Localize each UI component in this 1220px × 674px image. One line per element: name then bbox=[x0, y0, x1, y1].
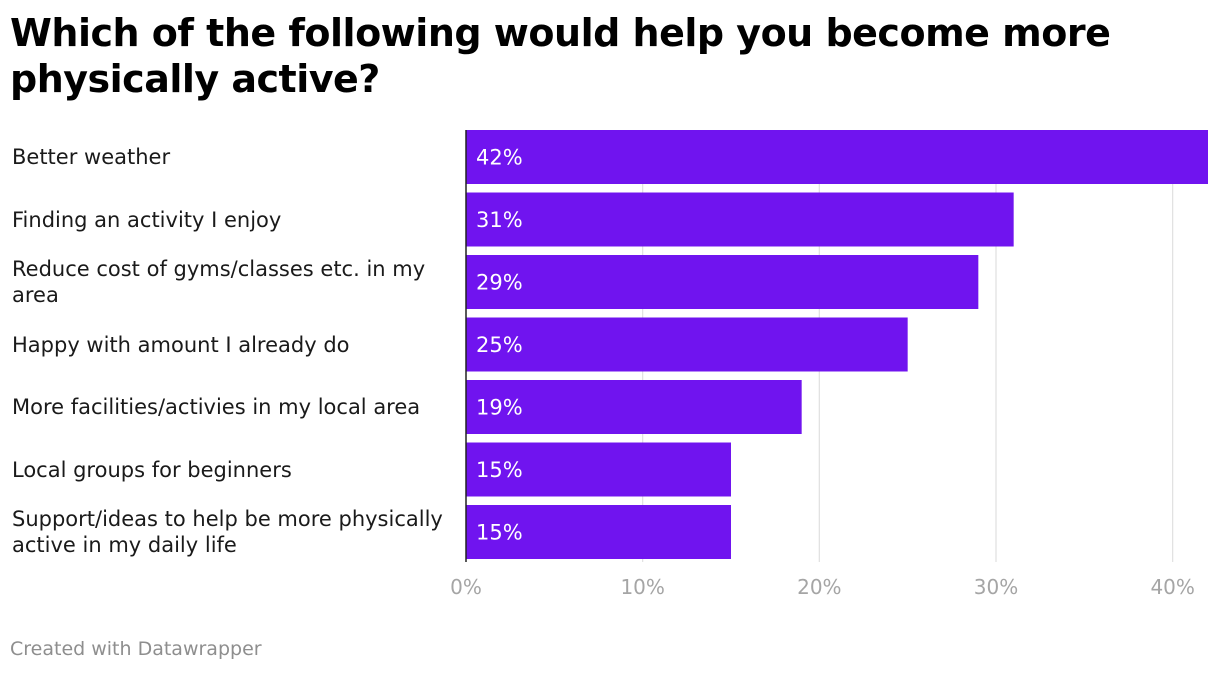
category-label-3: Happy with amount I already do bbox=[12, 332, 350, 357]
chart-title: Which of the following would help you be… bbox=[10, 11, 1111, 101]
value-label-5: 15% bbox=[476, 458, 523, 482]
value-label-6: 15% bbox=[476, 521, 523, 545]
value-label-1: 31% bbox=[476, 208, 523, 232]
category-label-4: More facilities/activies in my local are… bbox=[12, 395, 421, 419]
x-tick-label-30: 30% bbox=[974, 575, 1018, 599]
bar-5 bbox=[466, 442, 731, 497]
value-label-2: 29% bbox=[476, 271, 523, 295]
category-label-5: Local groups for beginners bbox=[12, 457, 292, 482]
x-tick-label-10: 10% bbox=[620, 575, 664, 599]
bar-2 bbox=[466, 255, 979, 309]
category-label-1: Finding an activity I enjoy bbox=[12, 207, 282, 232]
x-tick-label-0: 0% bbox=[450, 575, 482, 599]
value-label-3: 25% bbox=[476, 333, 523, 357]
value-label-4: 19% bbox=[476, 396, 523, 420]
category-labels: Better weather Finding an activity I enjo… bbox=[0, 0, 460, 674]
attribution-footer: Created with Datawrapper bbox=[10, 638, 262, 660]
category-label-2: Reduce cost of gyms/classes etc. in my a… bbox=[12, 257, 426, 307]
value-label-0: 42% bbox=[476, 146, 523, 170]
x-tick-label-20: 20% bbox=[797, 575, 841, 599]
bar-1 bbox=[466, 192, 1014, 247]
bar-3 bbox=[466, 317, 908, 372]
bar-0 bbox=[466, 130, 1208, 184]
category-label-0: Better weather bbox=[12, 145, 171, 169]
bar-6 bbox=[466, 505, 731, 559]
category-label-6: Support/ideas to help be more physically… bbox=[12, 507, 443, 557]
x-tick-label-40: 40% bbox=[1150, 575, 1194, 599]
bar-4 bbox=[466, 380, 802, 434]
